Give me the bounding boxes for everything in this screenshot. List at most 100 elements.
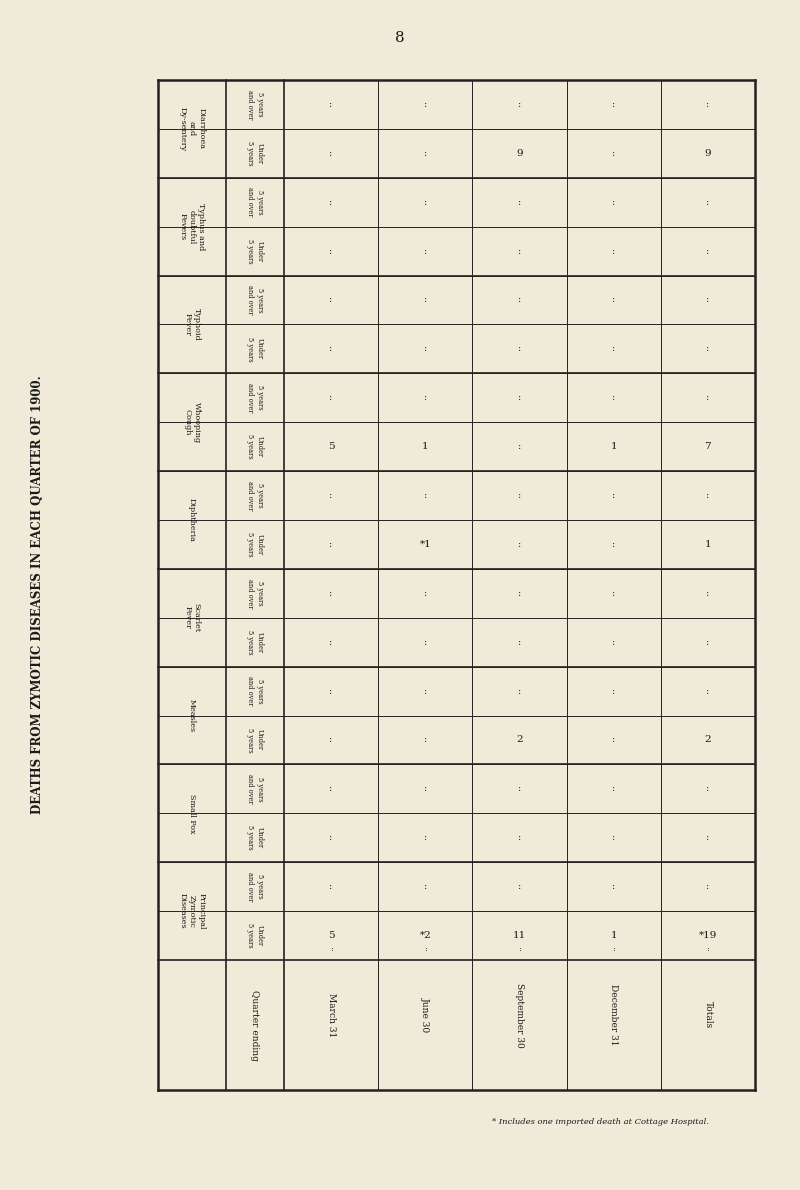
Text: *2: *2: [419, 931, 431, 940]
Text: :: :: [706, 393, 710, 402]
Text: :: :: [330, 735, 333, 745]
Text: :: :: [612, 344, 615, 353]
Text: Totals: Totals: [703, 1001, 712, 1028]
Text: :: :: [330, 882, 333, 891]
Text: :: :: [612, 295, 615, 305]
Text: December 31: December 31: [610, 984, 618, 1046]
Text: :: :: [612, 687, 615, 696]
Text: Under
5 years: Under 5 years: [246, 630, 264, 654]
Text: *19: *19: [698, 931, 717, 940]
Text: Under
5 years: Under 5 years: [246, 532, 264, 557]
Text: Under
5 years: Under 5 years: [246, 728, 264, 752]
Text: Quarter ending: Quarter ending: [250, 990, 259, 1060]
Text: :: :: [424, 100, 427, 109]
Text: :: :: [330, 246, 333, 256]
Text: :: :: [612, 945, 615, 953]
Text: :: :: [518, 833, 521, 843]
Text: :: :: [424, 735, 427, 745]
Text: :: :: [424, 945, 426, 953]
Text: :: :: [706, 638, 710, 646]
Text: :: :: [612, 246, 615, 256]
Text: :: :: [518, 540, 521, 549]
Text: :: :: [424, 638, 427, 646]
Text: 5 years
and over: 5 years and over: [246, 872, 264, 901]
Text: 5 years
and over: 5 years and over: [246, 775, 264, 803]
Text: :: :: [518, 491, 521, 500]
Text: 5 years
and over: 5 years and over: [246, 89, 264, 119]
Text: Measles: Measles: [188, 699, 196, 732]
Text: :: :: [706, 491, 710, 500]
Text: 5 years
and over: 5 years and over: [246, 578, 264, 608]
Text: :: :: [612, 735, 615, 745]
Text: :: :: [612, 882, 615, 891]
Text: 5 years
and over: 5 years and over: [246, 676, 264, 706]
Text: :: :: [706, 295, 710, 305]
Text: Scarlet
Fever: Scarlet Fever: [183, 603, 201, 632]
Text: 9: 9: [705, 149, 711, 158]
Text: Typhoid
Fever: Typhoid Fever: [183, 308, 201, 340]
Text: :: :: [518, 198, 521, 207]
Text: :: :: [330, 540, 333, 549]
Text: :: :: [518, 882, 521, 891]
Text: :: :: [706, 687, 710, 696]
Text: :: :: [424, 149, 427, 158]
Text: :: :: [612, 491, 615, 500]
Text: :: :: [518, 638, 521, 646]
Text: :: :: [330, 638, 333, 646]
Text: March 31: March 31: [326, 992, 336, 1038]
Text: :: :: [706, 784, 710, 794]
Text: Under
5 years: Under 5 years: [246, 142, 264, 165]
Text: :: :: [518, 295, 521, 305]
Text: Whooping
Cough: Whooping Cough: [183, 402, 201, 443]
Text: :: :: [518, 344, 521, 353]
Text: :: :: [706, 344, 710, 353]
Text: :: :: [424, 198, 427, 207]
Text: :: :: [518, 687, 521, 696]
Text: 2: 2: [516, 735, 523, 745]
Text: :: :: [330, 687, 333, 696]
Text: DEATHS FROM ZYMOTIC DISEASES IN EACH QUARTER OF 1900.: DEATHS FROM ZYMOTIC DISEASES IN EACH QUA…: [31, 376, 45, 814]
Text: 5: 5: [328, 443, 334, 451]
Text: :: :: [518, 100, 521, 109]
Text: 9: 9: [516, 149, 523, 158]
Text: *1: *1: [419, 540, 431, 549]
Text: :: :: [330, 344, 333, 353]
Text: Under
5 years: Under 5 years: [246, 923, 264, 948]
Text: :: :: [424, 295, 427, 305]
Text: * Includes one imported death at Cottage Hospital.: * Includes one imported death at Cottage…: [491, 1117, 709, 1126]
Text: :: :: [612, 198, 615, 207]
Text: June 30: June 30: [421, 997, 430, 1033]
Text: :: :: [330, 393, 333, 402]
Text: 11: 11: [513, 931, 526, 940]
Text: September 30: September 30: [515, 983, 524, 1047]
Text: :: :: [330, 295, 333, 305]
Text: :: :: [518, 945, 521, 953]
Text: :: :: [424, 833, 427, 843]
Text: :: :: [330, 945, 333, 953]
Text: :: :: [330, 198, 333, 207]
Text: :: :: [612, 100, 615, 109]
Text: 2: 2: [705, 735, 711, 745]
Text: :: :: [612, 393, 615, 402]
Text: :: :: [612, 149, 615, 158]
Text: 1: 1: [705, 540, 711, 549]
Text: 7: 7: [705, 443, 711, 451]
Text: :: :: [612, 540, 615, 549]
Text: :: :: [330, 589, 333, 597]
Text: Under
5 years: Under 5 years: [246, 434, 264, 459]
Text: Under
5 years: Under 5 years: [246, 337, 264, 362]
Text: 5 years
and over: 5 years and over: [246, 481, 264, 511]
Text: :: :: [330, 100, 333, 109]
Text: :: :: [424, 393, 427, 402]
Text: 1: 1: [610, 931, 617, 940]
Text: :: :: [612, 638, 615, 646]
Text: Typhus and
doubtful
Fevers: Typhus and doubtful Fevers: [179, 203, 205, 250]
Text: 5 years
and over: 5 years and over: [246, 286, 264, 314]
Text: 1: 1: [610, 443, 617, 451]
Text: :: :: [612, 589, 615, 597]
Text: 5 years
and over: 5 years and over: [246, 188, 264, 217]
Text: Under
5 years: Under 5 years: [246, 239, 264, 263]
Text: :: :: [706, 246, 710, 256]
Text: :: :: [330, 833, 333, 843]
Text: :: :: [330, 149, 333, 158]
